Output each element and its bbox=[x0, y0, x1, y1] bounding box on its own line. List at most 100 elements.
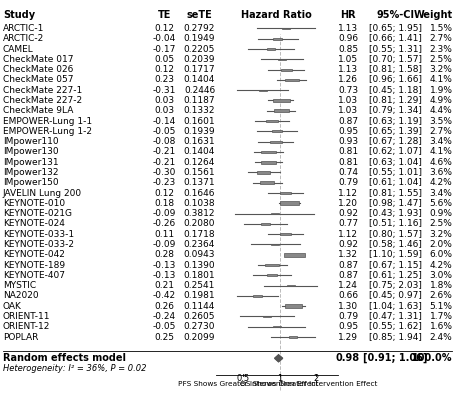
Bar bbox=[273, 99, 290, 102]
Text: -0.23: -0.23 bbox=[153, 178, 176, 187]
Text: 2.6%: 2.6% bbox=[429, 291, 453, 300]
Bar bbox=[273, 109, 289, 112]
Text: 0.2446: 0.2446 bbox=[184, 86, 215, 94]
Text: -0.14: -0.14 bbox=[153, 116, 176, 126]
Text: 0.28: 0.28 bbox=[155, 250, 174, 259]
Text: 2.5%: 2.5% bbox=[429, 219, 453, 228]
Text: CheckMate 227-2: CheckMate 227-2 bbox=[3, 96, 82, 105]
Bar bbox=[285, 79, 299, 81]
Text: 3.4%: 3.4% bbox=[429, 189, 453, 197]
Text: [0.62; 1.07]: [0.62; 1.07] bbox=[369, 147, 422, 156]
Text: 0.92: 0.92 bbox=[338, 240, 358, 249]
Text: KEYNOTE-010: KEYNOTE-010 bbox=[3, 199, 65, 208]
Text: 4.1%: 4.1% bbox=[429, 76, 453, 84]
Text: 0.3812: 0.3812 bbox=[184, 209, 215, 218]
Bar bbox=[261, 161, 276, 164]
Bar bbox=[278, 58, 286, 60]
Text: 2.3%: 2.3% bbox=[429, 45, 453, 54]
Text: 0.5: 0.5 bbox=[237, 374, 249, 383]
Text: -0.13: -0.13 bbox=[153, 260, 176, 270]
Text: NA2020: NA2020 bbox=[3, 291, 38, 300]
Bar bbox=[285, 304, 302, 308]
Text: [0.55; 1.01]: [0.55; 1.01] bbox=[369, 168, 422, 177]
Text: 0.0943: 0.0943 bbox=[184, 250, 215, 259]
Text: 0.1949: 0.1949 bbox=[184, 34, 215, 43]
Text: 0.03: 0.03 bbox=[155, 106, 174, 115]
Text: 1.8%: 1.8% bbox=[429, 281, 453, 290]
Bar bbox=[280, 233, 291, 235]
Text: [0.85; 1.94]: [0.85; 1.94] bbox=[369, 333, 422, 341]
Bar bbox=[260, 181, 274, 184]
Bar bbox=[289, 336, 297, 338]
Text: 0.87: 0.87 bbox=[338, 271, 358, 280]
Text: [0.65; 1.39]: [0.65; 1.39] bbox=[369, 127, 422, 136]
Text: -0.42: -0.42 bbox=[153, 291, 176, 300]
Text: [0.91; 1.06]: [0.91; 1.06] bbox=[363, 353, 428, 363]
Text: KEYNOTE-021G: KEYNOTE-021G bbox=[3, 209, 72, 218]
Text: 0.79: 0.79 bbox=[338, 178, 358, 187]
Text: -0.05: -0.05 bbox=[153, 127, 176, 136]
Text: 0.12: 0.12 bbox=[155, 189, 174, 197]
Text: -0.17: -0.17 bbox=[153, 45, 176, 54]
Text: [0.67; 1.15]: [0.67; 1.15] bbox=[369, 260, 422, 270]
Text: Weight: Weight bbox=[413, 10, 453, 20]
Bar bbox=[266, 120, 278, 122]
Text: 0.23: 0.23 bbox=[155, 76, 174, 84]
Text: seTE: seTE bbox=[187, 10, 212, 20]
Text: 5.6%: 5.6% bbox=[429, 199, 453, 208]
Text: 0.2364: 0.2364 bbox=[184, 240, 215, 249]
Text: CheckMate 017: CheckMate 017 bbox=[3, 55, 73, 64]
Text: 0.1332: 0.1332 bbox=[184, 106, 215, 115]
Text: 0.95: 0.95 bbox=[338, 322, 358, 331]
Text: 3.0%: 3.0% bbox=[429, 271, 453, 280]
Text: 3.4%: 3.4% bbox=[429, 137, 453, 146]
Text: 1.32: 1.32 bbox=[338, 250, 358, 259]
Text: [0.65; 1.95]: [0.65; 1.95] bbox=[369, 24, 422, 33]
Text: Heterogeneity: I² = 36%, P = 0.02: Heterogeneity: I² = 36%, P = 0.02 bbox=[3, 364, 146, 373]
Text: 0.66: 0.66 bbox=[338, 291, 358, 300]
Text: 0.1038: 0.1038 bbox=[184, 199, 215, 208]
Text: 0.74: 0.74 bbox=[338, 168, 358, 177]
Bar bbox=[273, 326, 281, 327]
Text: [0.45; 1.18]: [0.45; 1.18] bbox=[369, 86, 422, 94]
Text: 2.5%: 2.5% bbox=[429, 55, 453, 64]
Text: 0.05: 0.05 bbox=[155, 55, 174, 64]
Text: [0.51; 1.16]: [0.51; 1.16] bbox=[369, 219, 422, 228]
Text: KEYNOTE-033-2: KEYNOTE-033-2 bbox=[3, 240, 74, 249]
Text: 95%-CI: 95%-CI bbox=[376, 10, 414, 20]
Text: ARCTIC-2: ARCTIC-2 bbox=[3, 34, 44, 43]
Text: 3.2%: 3.2% bbox=[429, 230, 453, 239]
Text: 1.03: 1.03 bbox=[338, 106, 358, 115]
Text: 0.2792: 0.2792 bbox=[184, 24, 215, 33]
Text: ORIENT-12: ORIENT-12 bbox=[3, 322, 50, 331]
Polygon shape bbox=[274, 355, 283, 362]
Text: [0.58; 1.46]: [0.58; 1.46] bbox=[369, 240, 422, 249]
Text: 6.0%: 6.0% bbox=[429, 250, 453, 259]
Bar bbox=[259, 89, 267, 91]
Text: [0.98; 1.47]: [0.98; 1.47] bbox=[369, 199, 422, 208]
Text: 4.9%: 4.9% bbox=[429, 96, 453, 105]
Bar bbox=[281, 68, 292, 71]
Text: 1.05: 1.05 bbox=[338, 55, 358, 64]
Text: [0.81; 1.58]: [0.81; 1.58] bbox=[369, 65, 422, 74]
Text: 1.13: 1.13 bbox=[338, 24, 358, 33]
Text: ORIENT-11: ORIENT-11 bbox=[3, 312, 50, 321]
Bar bbox=[287, 285, 295, 286]
Text: 0.1404: 0.1404 bbox=[184, 147, 215, 156]
Bar bbox=[267, 48, 275, 50]
Bar bbox=[272, 244, 279, 245]
Text: 1.5%: 1.5% bbox=[429, 24, 453, 33]
Text: 0.81: 0.81 bbox=[338, 158, 358, 167]
Text: -0.13: -0.13 bbox=[153, 271, 176, 280]
Text: Hazard Ratio: Hazard Ratio bbox=[241, 10, 312, 20]
Text: 0.1646: 0.1646 bbox=[184, 189, 215, 197]
Text: 0.1404: 0.1404 bbox=[184, 76, 215, 84]
Text: -0.21: -0.21 bbox=[153, 147, 176, 156]
Text: 0.87: 0.87 bbox=[338, 260, 358, 270]
Text: [0.55; 1.31]: [0.55; 1.31] bbox=[369, 45, 422, 54]
Text: 1.24: 1.24 bbox=[338, 281, 358, 290]
Text: 1.26: 1.26 bbox=[338, 76, 358, 84]
Text: [1.04; 1.63]: [1.04; 1.63] bbox=[369, 302, 422, 311]
Text: KEYNOTE-024: KEYNOTE-024 bbox=[3, 219, 64, 228]
Text: KEYNOTE-033-1: KEYNOTE-033-1 bbox=[3, 230, 74, 239]
